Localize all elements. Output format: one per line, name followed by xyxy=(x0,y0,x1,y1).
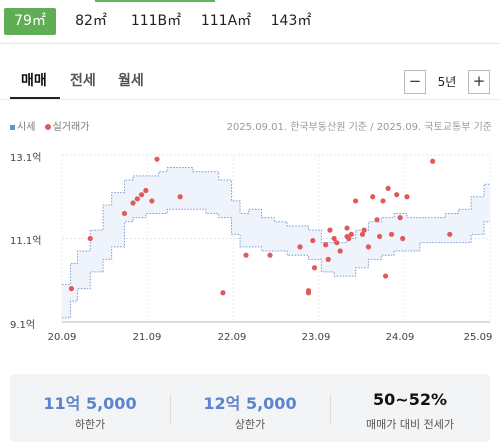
trade-point xyxy=(430,158,436,164)
lower-price-label: 하한가 xyxy=(74,418,106,431)
price-band-upper-line xyxy=(62,167,490,285)
trade-point xyxy=(243,252,249,258)
area-tab-79[interactable]: 79㎡ xyxy=(4,8,56,35)
tab-jeonse[interactable]: 전세 xyxy=(70,73,96,89)
trade-point xyxy=(404,194,410,200)
trade-point xyxy=(447,231,453,237)
trade-point xyxy=(365,244,372,250)
trade-point xyxy=(87,235,93,242)
area-tab-bar: 79㎡ 82㎡ 111B㎡ 111A㎡ 143㎡ xyxy=(0,0,500,44)
trade-point xyxy=(397,215,403,221)
area-tab-143[interactable]: 143㎡ xyxy=(270,13,312,29)
trade-legend-label: 실거래가 xyxy=(52,122,90,133)
trade-point xyxy=(346,235,352,242)
x-tick-label: 22.09 xyxy=(217,332,247,343)
price-summary-panel: 11억 5,000 하한가 12억 5,000 상한가 50~52% 매매가 대… xyxy=(10,374,490,442)
trade-point xyxy=(327,227,333,233)
upper-price-value: 12억 5,000 xyxy=(203,394,297,413)
trade-legend-swatch xyxy=(44,124,51,130)
trade-point xyxy=(139,192,145,198)
trade-point xyxy=(149,198,155,204)
period-increase-button[interactable]: + xyxy=(468,70,490,94)
active-tab-indicator xyxy=(10,97,60,99)
jeonse-ratio-block: 50~52% 매매가 대비 전세가 xyxy=(330,374,490,442)
trade-point xyxy=(388,231,395,237)
trade-point xyxy=(267,252,273,258)
trade-point xyxy=(323,242,329,248)
upper-price-label: 상한가 xyxy=(234,418,266,431)
price-band-lower-line xyxy=(62,208,490,319)
trade-point xyxy=(177,194,183,200)
lower-price-block: 11억 5,000 하한가 xyxy=(10,374,170,442)
trade-point xyxy=(311,265,318,271)
trade-point xyxy=(361,227,367,233)
trade-point xyxy=(310,237,316,244)
y-tick-label: 9.1억 xyxy=(10,320,36,331)
area-tab-bar-accent xyxy=(95,0,215,2)
source-note: 2025.09.01. 한국부동산원 기준 / 2025.09. 국토교통부 기… xyxy=(226,122,492,133)
tab-sale[interactable]: 매매 xyxy=(21,73,47,89)
trade-point xyxy=(143,187,149,194)
summary-divider xyxy=(170,394,171,424)
trade-point xyxy=(382,273,389,279)
x-tick-label: 21.09 xyxy=(132,332,162,343)
y-tick-label: 13.1억 xyxy=(10,153,42,164)
x-tick-label: 20.09 xyxy=(47,332,77,343)
x-tick-label: 24.09 xyxy=(385,332,415,343)
trade-point xyxy=(376,233,383,240)
trade-point xyxy=(297,244,303,250)
jeonse-ratio-label: 매매가 대비 전세가 xyxy=(366,418,454,431)
trade-point xyxy=(68,286,75,292)
x-tick-label: 23.09 xyxy=(301,332,331,343)
trade-point xyxy=(134,196,140,202)
price-legend-label: 시세 xyxy=(17,122,36,133)
trade-point xyxy=(374,217,380,223)
trade-point xyxy=(359,231,366,237)
x-tick-label: 25.09 xyxy=(463,332,493,343)
price-band-area xyxy=(62,167,490,318)
trade-point xyxy=(325,256,331,262)
trade-point xyxy=(331,235,337,242)
period-stepper: − 5년 + xyxy=(404,70,490,96)
trade-point xyxy=(305,288,312,294)
upper-price-block: 12억 5,000 상한가 xyxy=(170,374,330,442)
area-tab-111b[interactable]: 111B㎡ xyxy=(130,13,182,29)
trade-point xyxy=(344,225,350,231)
price-legend-swatch xyxy=(10,124,15,130)
area-tab-82[interactable]: 82㎡ xyxy=(75,13,107,29)
trade-point xyxy=(348,231,354,237)
trade-point xyxy=(334,240,340,246)
period-value: 5년 xyxy=(437,75,457,89)
area-tab-111a[interactable]: 111A㎡ xyxy=(200,13,252,29)
chart-legend: 시세 실거래가 xyxy=(10,118,90,133)
trade-point xyxy=(220,290,226,296)
tab-divider xyxy=(0,99,500,100)
tab-monthly-rent[interactable]: 월세 xyxy=(118,73,144,89)
trade-point xyxy=(370,194,376,200)
y-tick-label: 11.1억 xyxy=(10,236,42,247)
trade-point xyxy=(337,248,343,254)
trade-point xyxy=(394,192,400,198)
period-decrease-button[interactable]: − xyxy=(404,70,426,94)
summary-divider xyxy=(330,394,331,424)
trade-point xyxy=(385,185,391,191)
jeonse-ratio-value: 50~52% xyxy=(373,390,447,409)
lower-price-value: 11억 5,000 xyxy=(43,394,137,413)
trade-point xyxy=(400,235,406,242)
trade-point xyxy=(121,210,128,217)
trade-point xyxy=(353,198,359,204)
trade-point xyxy=(154,156,160,162)
trade-point xyxy=(130,200,136,206)
trade-point xyxy=(380,198,386,204)
